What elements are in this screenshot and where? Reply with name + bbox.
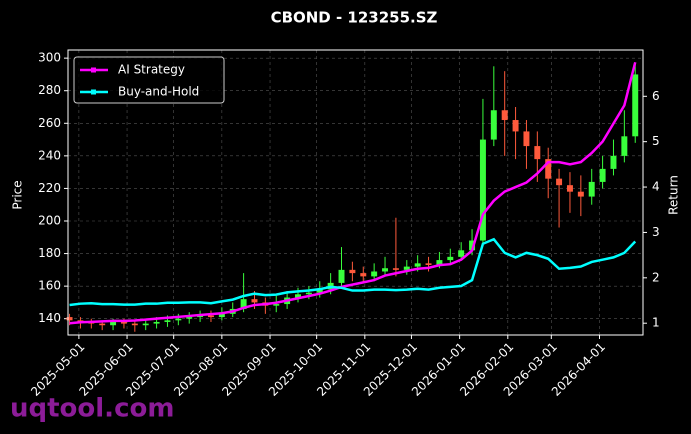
series-line bbox=[69, 237, 637, 307]
y2-axis-label: Return bbox=[667, 175, 681, 215]
watermark: uqtool.com bbox=[10, 394, 174, 424]
candle-body bbox=[566, 185, 573, 192]
candle-body bbox=[349, 269, 356, 274]
chart-title: CBOND - 123255.SZ bbox=[271, 9, 438, 27]
candle-body bbox=[621, 136, 628, 156]
candle-body bbox=[131, 323, 138, 326]
y2-tick-label: 6 bbox=[652, 89, 660, 103]
candle-body bbox=[153, 321, 160, 324]
candle-body bbox=[99, 323, 106, 326]
y-axis-label: Price bbox=[11, 180, 25, 209]
legend-box bbox=[73, 56, 225, 104]
y-tick-label: 200 bbox=[38, 214, 61, 228]
candle-body bbox=[66, 317, 73, 321]
candle-body bbox=[218, 313, 225, 318]
candle-body bbox=[414, 263, 421, 267]
candle-body bbox=[142, 323, 149, 326]
legend-label: Buy-and-Hold bbox=[118, 85, 199, 99]
candle-body bbox=[120, 321, 127, 324]
candle-body bbox=[523, 131, 530, 147]
candle-body bbox=[273, 304, 280, 306]
candle-body bbox=[207, 315, 214, 318]
y2-tick-label: 3 bbox=[652, 225, 660, 239]
candle-body bbox=[490, 110, 497, 140]
candle-body bbox=[501, 110, 508, 121]
candle-body bbox=[588, 181, 595, 197]
candle-body bbox=[240, 299, 247, 309]
candle-body bbox=[458, 250, 465, 257]
candle-body bbox=[556, 178, 563, 186]
legend-label: AI Strategy bbox=[118, 63, 185, 77]
candle-body bbox=[110, 321, 117, 326]
candle-body bbox=[425, 263, 432, 265]
y-tick-label: 220 bbox=[38, 181, 61, 195]
candle-body bbox=[371, 271, 378, 277]
candle-body bbox=[577, 191, 584, 197]
candle-body bbox=[392, 268, 399, 270]
candle-body bbox=[599, 168, 606, 182]
series-line bbox=[69, 61, 637, 325]
candle-body bbox=[610, 155, 617, 169]
candle-body bbox=[295, 294, 301, 298]
legend-marker bbox=[91, 67, 96, 73]
candle-body bbox=[316, 289, 323, 293]
y-tick-label: 240 bbox=[38, 148, 61, 162]
y2-tick-label: 1 bbox=[652, 316, 660, 330]
plot-frame bbox=[67, 49, 644, 336]
candle-body bbox=[632, 74, 639, 137]
candle-body bbox=[164, 320, 171, 322]
y2-tick-label: 4 bbox=[652, 180, 660, 194]
candle-body bbox=[479, 139, 486, 241]
candle-body bbox=[436, 260, 443, 265]
candle-body bbox=[469, 240, 476, 251]
candle-body bbox=[382, 268, 389, 272]
candle-body bbox=[305, 292, 312, 295]
candle-body bbox=[512, 120, 519, 132]
y-tick-label: 300 bbox=[38, 51, 61, 65]
candle-body bbox=[175, 318, 182, 321]
y2-tick-label: 2 bbox=[652, 270, 660, 284]
y-tick-label: 160 bbox=[38, 279, 61, 293]
legend-marker bbox=[91, 89, 96, 95]
y-tick-label: 180 bbox=[38, 246, 61, 260]
legend: AI Strategy Buy-and-Hold bbox=[73, 56, 225, 104]
candle-body bbox=[534, 146, 541, 160]
candle-body bbox=[447, 256, 454, 261]
y2-tick-label: 5 bbox=[652, 134, 660, 148]
y-tick-label: 280 bbox=[38, 83, 61, 97]
y-tick-label: 140 bbox=[38, 311, 61, 325]
candle-body bbox=[186, 317, 193, 319]
candle-body bbox=[360, 273, 367, 277]
candle-body bbox=[403, 266, 410, 270]
candle-body bbox=[338, 269, 345, 283]
candle-body bbox=[545, 159, 552, 179]
y-tick-label: 260 bbox=[38, 116, 61, 130]
candle-body bbox=[251, 299, 258, 303]
